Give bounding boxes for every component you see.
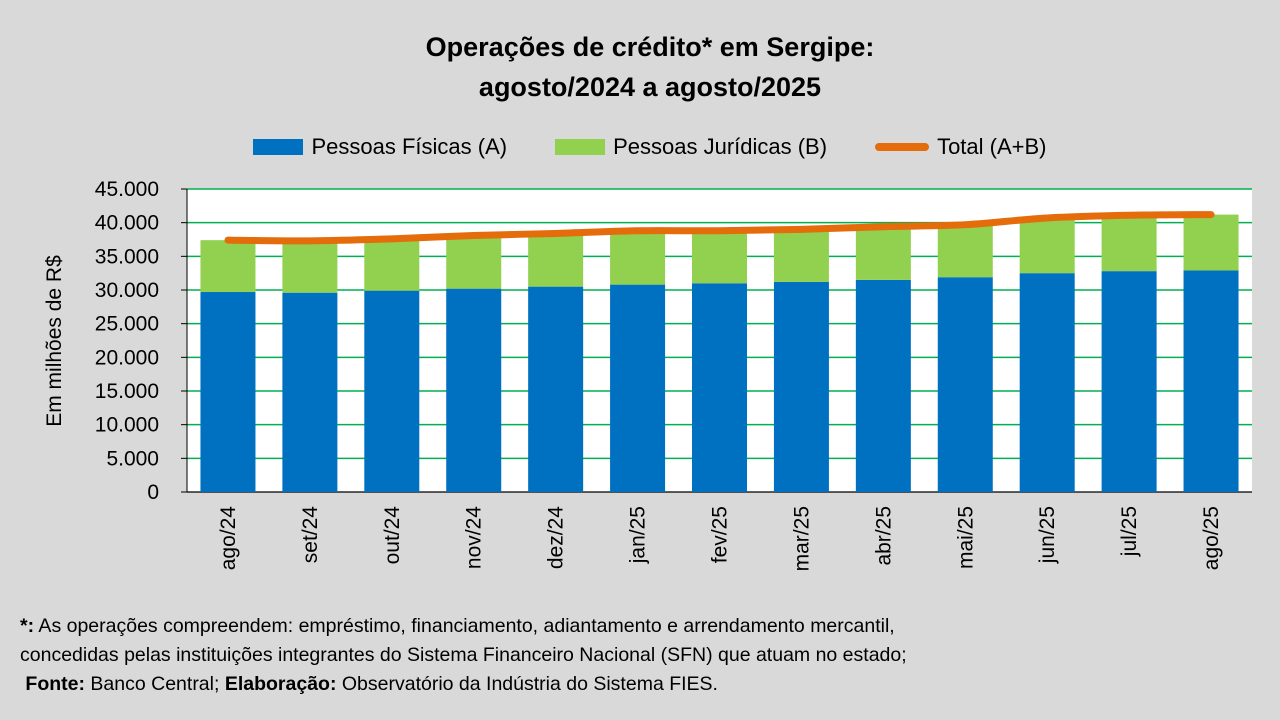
chart-title: Operações de crédito* em Sergipe:	[425, 32, 875, 62]
x-tick-label: jul/25	[1118, 506, 1141, 557]
elaboration-text: Observatório da Indústria do Sistema FIE…	[336, 673, 718, 695]
x-tick-label: mar/25	[790, 506, 813, 571]
bar-pf	[200, 292, 256, 492]
y-tick-label: 30.000	[95, 279, 159, 302]
bar-pf	[1019, 273, 1075, 492]
bar-pj	[1183, 214, 1239, 271]
x-tick-label: jan/25	[627, 506, 650, 564]
x-tick-label: jun/25	[1036, 506, 1059, 564]
bar-pj	[692, 230, 747, 284]
source-text: Banco Central;	[85, 673, 225, 695]
y-tick-label: 40.000	[95, 212, 159, 235]
y-tick-label: 15.000	[95, 380, 159, 403]
bar-pj	[364, 238, 420, 291]
bar-pj	[855, 226, 911, 280]
legend-item-pf: Pessoas Físicas (A)	[253, 134, 507, 160]
chart-subtitle: agosto/2024 a agosto/2025	[478, 72, 822, 102]
legend-swatch-pf	[253, 139, 304, 155]
bar-pj	[282, 241, 338, 293]
y-tick-label: 20.000	[95, 346, 159, 369]
bar-pf	[282, 292, 338, 492]
y-tick-label: 5.000	[106, 447, 159, 470]
source-label: Fonte:	[25, 673, 85, 695]
legend: Pessoas Físicas (A) Pessoas Jurídicas (B…	[0, 134, 1280, 160]
elaboration-label: Elaboração:	[224, 673, 337, 695]
legend-swatch-pj	[555, 139, 606, 155]
bar-pj	[773, 229, 829, 282]
x-tick-label: ago/25	[1200, 506, 1223, 570]
x-tick-label: set/24	[299, 506, 322, 564]
x-tick-label: dez/24	[545, 506, 568, 569]
plot-area: 0 5.000 10.000 15.000 20.000 25.000 30.000 35.0…	[95, 178, 1252, 571]
x-tick-label: ago/24	[217, 506, 240, 571]
legend-label-total: Total (A+B)	[937, 134, 1047, 159]
bar-pj	[937, 224, 993, 278]
bar-pf	[528, 286, 584, 492]
bar-pf	[1183, 270, 1239, 492]
x-tick-label: fev/25	[709, 506, 732, 563]
footnote-line-2: concedidas pelas instituições integrante…	[20, 644, 907, 666]
legend-item-pj: Pessoas Jurídicas (B)	[555, 134, 827, 160]
bar-pj	[446, 235, 502, 289]
bar-pf	[773, 281, 829, 492]
y-tick-label: 25.000	[95, 313, 159, 336]
x-tick-label: nov/24	[463, 506, 486, 569]
y-tick-label: 35.000	[95, 245, 159, 268]
footnote-star: *:	[20, 615, 35, 637]
bar-pj	[610, 230, 666, 285]
bar-pf	[1101, 271, 1157, 492]
bar-pf	[855, 279, 911, 492]
bar-pj	[528, 233, 584, 287]
chart: Operações de crédito* em Sergipe: agosto…	[0, 32, 1280, 571]
bar-pf	[364, 290, 420, 492]
bar-pf	[610, 284, 666, 492]
legend-item-total: Total (A+B)	[875, 134, 1047, 160]
footnote-text-1: As operações compreendem: empréstimo, fi…	[34, 615, 895, 637]
legend-label-pj: Pessoas Jurídicas (B)	[613, 134, 828, 159]
bar-pf	[446, 288, 502, 492]
bar-pj	[1019, 217, 1075, 274]
x-tick-label: mai/25	[954, 506, 977, 569]
x-tick-label: abr/25	[872, 506, 895, 566]
y-tick-label: 45.000	[95, 178, 159, 201]
y-tick-label: 10.000	[95, 414, 159, 437]
total-line	[224, 211, 1215, 245]
bar-pj	[1101, 215, 1157, 272]
footnote-line-3: Fonte: Banco Central; Elaboração: Observ…	[20, 670, 1260, 699]
bar-pf	[937, 277, 993, 492]
legend-label-pf: Pessoas Físicas (A)	[311, 134, 508, 159]
footnote-line-1: *: As operações compreendem: empréstimo,…	[20, 612, 1260, 641]
x-tick-label: out/24	[381, 506, 404, 565]
bar-pj	[200, 240, 256, 293]
y-tick-label: 0	[147, 481, 159, 504]
footnote: *: As operações compreendem: empréstimo,…	[20, 612, 1260, 699]
legend-swatch-total	[875, 143, 930, 151]
bar-pf	[692, 283, 747, 492]
